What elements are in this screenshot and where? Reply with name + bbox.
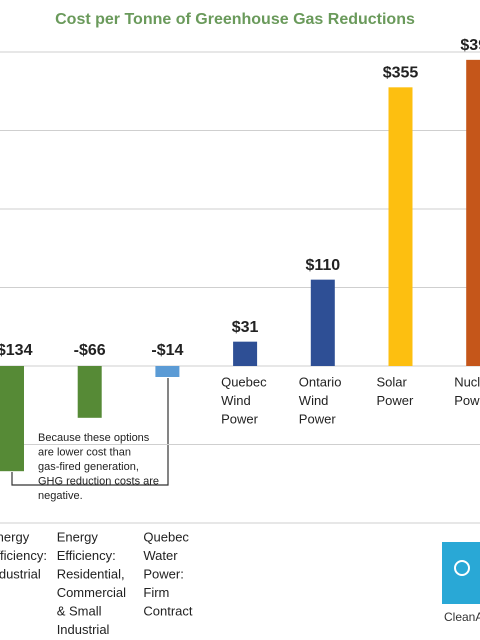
x-tick-label: Quebec [143,529,189,544]
x-tick-label: Nuclear [454,374,480,389]
annotation: gas-fired generation, [38,461,139,473]
annotation: are lower cost than [38,446,131,458]
annotation-bracket [11,378,169,486]
x-tick-label: Firm [143,585,169,600]
value-label: -$14 [151,342,183,359]
logo-sun [454,560,470,576]
x-tick-label: Solar [377,374,408,389]
bar [233,341,258,366]
value-label: $31 [232,319,259,336]
value-label: $355 [383,65,419,82]
x-tick-label: Residential, [57,566,125,581]
x-tick-label: Energy [57,529,99,544]
x-tick-label: Wind [221,393,251,408]
x-tick-label: Commercial [57,585,126,600]
x-tick-label: Power [221,411,259,426]
x-tick-label: Power: [143,566,183,581]
bar [310,279,335,366]
x-tick-label: Wind [299,393,329,408]
value-label: -$66 [74,342,106,359]
x-tick-label: Quebec [221,374,267,389]
logo-icon [442,542,480,604]
annotation: GHG reduction costs are [38,475,159,487]
value-label: $390 [460,37,480,54]
value-label: -$134 [0,342,33,359]
x-tick-label: Water [143,548,178,563]
x-tick-label: Efficiency: [57,548,116,563]
bar [466,59,480,366]
x-tick-label: Contract [143,603,193,618]
annotation: Because these options [38,432,150,444]
bar [155,366,180,377]
bar [388,87,413,366]
x-tick-label: Energy [0,529,30,544]
x-tick-label: Power [377,393,415,408]
x-tick-label: Efficiency: [0,548,47,563]
x-tick-label: Power [299,411,337,426]
bar [77,366,102,418]
annotation: negative. [38,490,83,502]
logo-text: CleanA [444,610,480,624]
bar [0,366,24,472]
x-tick-label: Power [454,393,480,408]
x-tick-label: & Small [57,603,102,618]
x-tick-label: Ontario [299,374,342,389]
value-label: $110 [305,257,340,274]
chart-title: Cost per Tonne of Greenhouse Gas Reducti… [55,11,415,28]
x-tick-label: Industrial [0,566,41,581]
x-tick-label: Industrial [57,622,110,637]
